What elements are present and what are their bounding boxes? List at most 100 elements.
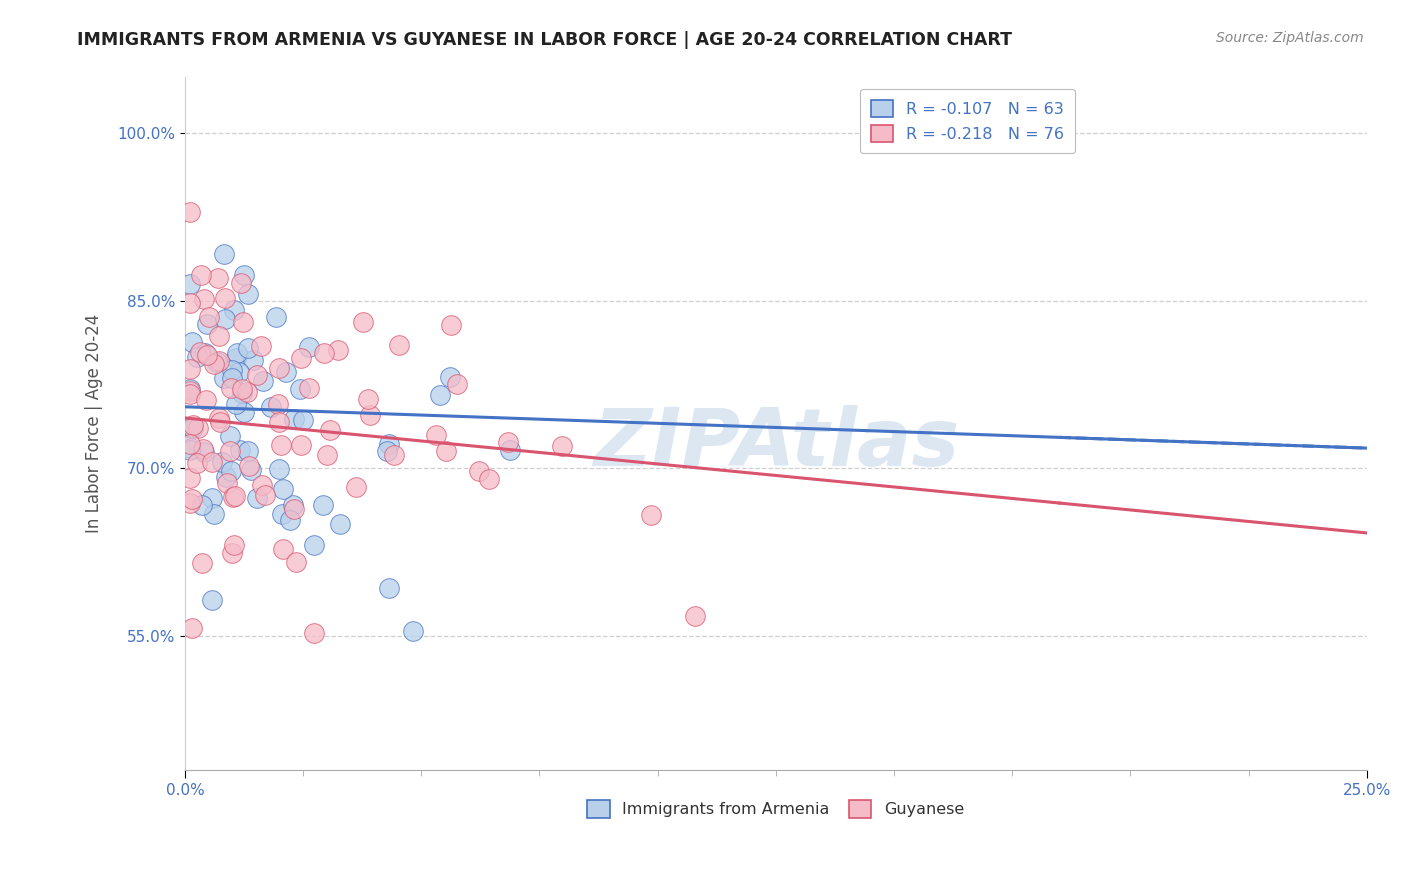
Point <box>357 392 380 406</box>
Point <box>228 365 250 379</box>
Point <box>242 353 264 368</box>
Point <box>267 462 290 476</box>
Point <box>498 442 520 457</box>
Point <box>467 465 489 479</box>
Point <box>201 455 224 469</box>
Point <box>221 362 243 376</box>
Point <box>238 458 260 473</box>
Point <box>221 546 243 560</box>
Point <box>181 417 204 432</box>
Point <box>200 491 222 506</box>
Point <box>292 413 315 427</box>
Point <box>319 424 342 438</box>
Point <box>186 350 208 364</box>
Point <box>194 393 217 408</box>
Point <box>180 335 202 350</box>
Point <box>180 491 202 506</box>
Point <box>198 310 221 324</box>
Point <box>179 384 201 398</box>
Legend: Immigrants from Armenia, Guyanese: Immigrants from Armenia, Guyanese <box>581 794 970 824</box>
Point <box>388 338 411 352</box>
Point <box>267 397 290 411</box>
Point <box>239 463 262 477</box>
Point <box>190 268 212 283</box>
Text: IMMIGRANTS FROM ARMENIA VS GUYANESE IN LABOR FORCE | AGE 20-24 CORRELATION CHART: IMMIGRANTS FROM ARMENIA VS GUYANESE IN L… <box>77 31 1012 49</box>
Point <box>352 315 374 329</box>
Point <box>211 455 233 469</box>
Point <box>208 329 231 343</box>
Point <box>440 318 463 332</box>
Point <box>236 286 259 301</box>
Point <box>264 310 287 325</box>
Point <box>179 277 201 291</box>
Point <box>224 538 246 552</box>
Point <box>236 385 259 400</box>
Text: ZIPAtlas: ZIPAtlas <box>593 405 959 483</box>
Point <box>329 516 352 531</box>
Point <box>231 382 253 396</box>
Y-axis label: In Labor Force | Age 20-24: In Labor Force | Age 20-24 <box>86 314 103 533</box>
Point <box>267 416 290 430</box>
Point <box>219 464 242 478</box>
Point <box>212 247 235 261</box>
Point <box>298 340 321 354</box>
Point <box>195 348 218 362</box>
Point <box>312 498 335 512</box>
Point <box>270 438 292 452</box>
Point <box>429 388 451 402</box>
Point <box>215 470 238 484</box>
Point <box>205 355 228 369</box>
Point <box>302 538 325 552</box>
Point <box>328 343 350 358</box>
Point <box>378 582 401 596</box>
Point <box>250 339 273 353</box>
Point <box>222 490 245 504</box>
Point <box>195 317 218 331</box>
Point <box>312 346 335 360</box>
Point <box>214 370 236 384</box>
Point <box>285 555 308 569</box>
Point <box>439 369 461 384</box>
Point <box>232 315 254 329</box>
Point <box>179 205 201 219</box>
Point <box>288 382 311 396</box>
Point <box>252 478 274 492</box>
Point <box>179 496 201 510</box>
Point <box>290 438 312 452</box>
Point <box>202 357 225 371</box>
Point <box>191 498 214 512</box>
Point <box>233 268 256 282</box>
Point <box>271 482 294 496</box>
Point <box>446 377 468 392</box>
Point <box>179 471 201 485</box>
Point <box>304 626 326 640</box>
Point <box>382 448 405 462</box>
Point <box>270 508 292 522</box>
Point <box>207 270 229 285</box>
Point <box>346 480 368 494</box>
Point <box>231 385 253 400</box>
Point <box>225 351 247 366</box>
Point <box>640 508 662 523</box>
Point <box>434 443 457 458</box>
Point <box>425 427 447 442</box>
Point <box>232 405 254 419</box>
Point <box>214 291 236 305</box>
Point <box>290 351 312 365</box>
Point <box>259 400 281 414</box>
Point <box>222 303 245 318</box>
Point <box>316 449 339 463</box>
Point <box>191 442 214 456</box>
Point <box>180 420 202 434</box>
Point <box>283 411 305 425</box>
Point <box>179 296 201 310</box>
Point <box>221 381 243 395</box>
Point <box>236 341 259 355</box>
Point <box>375 444 398 458</box>
Point <box>194 346 217 360</box>
Point <box>271 541 294 556</box>
Point <box>186 456 208 470</box>
Point <box>219 429 242 443</box>
Point <box>252 374 274 388</box>
Point <box>229 442 252 457</box>
